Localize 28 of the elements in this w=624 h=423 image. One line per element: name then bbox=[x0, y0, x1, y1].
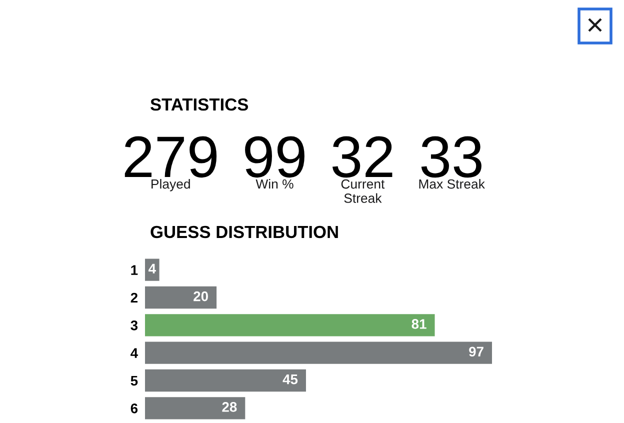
category-label: Played bbox=[152, 179, 190, 192]
y-tick-label: 5 bbox=[130, 376, 138, 386]
data-label: 4 bbox=[148, 264, 156, 274]
bar bbox=[145, 286, 217, 309]
data-label: 45 bbox=[282, 374, 298, 384]
bar bbox=[145, 258, 160, 281]
y-tick-label: 3 bbox=[130, 320, 138, 330]
category-label: Current Streak bbox=[341, 179, 385, 203]
data-label: 32 bbox=[332, 136, 392, 178]
text: STATISTICS bbox=[150, 98, 248, 111]
category-label: Max Streak bbox=[419, 179, 485, 189]
bar bbox=[145, 342, 492, 364]
bar bbox=[145, 314, 435, 336]
y-tick-label: 2 bbox=[130, 292, 138, 303]
data-label: 279 bbox=[124, 136, 217, 178]
data-label: 33 bbox=[421, 136, 482, 178]
bar bbox=[145, 397, 246, 420]
y-tick-label: 6 bbox=[130, 404, 138, 414]
y-tick-label: 4 bbox=[130, 348, 138, 358]
bar bbox=[145, 369, 306, 392]
data-label: 28 bbox=[222, 402, 237, 412]
data-label: 99 bbox=[245, 136, 304, 178]
data-label: 81 bbox=[412, 319, 426, 329]
category-label: Win % bbox=[256, 179, 294, 189]
y-tick-label: 1 bbox=[131, 265, 138, 275]
chart-title: GUESS DISTRIBUTION bbox=[150, 226, 338, 238]
data-label: 20 bbox=[194, 291, 208, 302]
data-label: 97 bbox=[469, 346, 484, 357]
